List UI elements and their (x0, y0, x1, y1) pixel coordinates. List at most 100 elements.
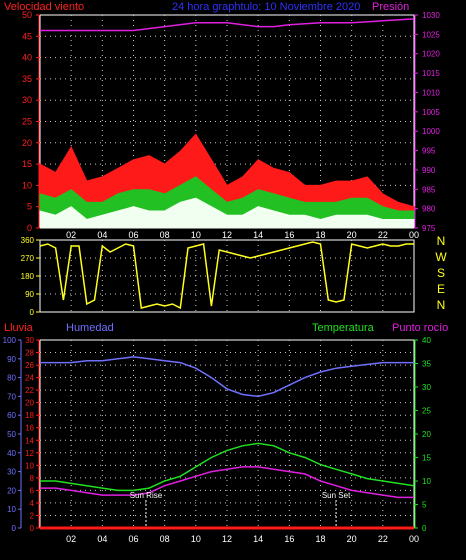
pressure-line (40, 18, 415, 32)
temperature-tick-label: 25 (422, 407, 431, 416)
humidity-tick-label: 100 (3, 336, 17, 345)
humidity-tick-label: 20 (7, 486, 16, 495)
x-tick-label: 22 (378, 230, 388, 240)
direction-tick-label: 0 (30, 308, 35, 317)
rain-tick-label: 10 (25, 461, 34, 470)
direction-grid (40, 240, 414, 312)
x-tick-label: 00 (409, 230, 419, 240)
pressure-tick-label: 1030 (422, 11, 440, 20)
x-tick-label: 10 (191, 534, 201, 544)
temperature-axis-ticks: 0 5 10 15 20 25 30 35 40 (414, 336, 431, 533)
compass-label: W (435, 250, 447, 264)
x-tick-label: 10 (191, 230, 201, 240)
pressure-tick-label: 1010 (422, 88, 440, 97)
direction-series (39, 241, 414, 310)
x-tick-label: 04 (97, 230, 107, 240)
x-tick-label: 14 (253, 534, 263, 544)
rain-tick-label: 0 (30, 524, 35, 533)
compass-label: N (437, 298, 446, 312)
rain-tick-label: 4 (30, 499, 35, 508)
rain-tick-label: 2 (30, 511, 35, 520)
temperature-tick-label: 40 (422, 336, 431, 345)
rain-tick-label: 12 (25, 449, 34, 458)
wind-tick-label: 25 (22, 117, 32, 127)
sunset-label: Sun Set (322, 491, 351, 500)
sunrise-label: Sun Rise (130, 491, 163, 500)
x-tick-label: 06 (128, 534, 138, 544)
humidity-temperature-panel (39, 339, 415, 529)
humidity-tick-label: 60 (7, 411, 16, 420)
humidity-tick-label: 10 (7, 505, 16, 514)
x-tick-label: 16 (284, 534, 294, 544)
rain-tick-label: 18 (25, 411, 34, 420)
wind-lull-area (39, 197, 415, 229)
direction-tick-label: 180 (21, 272, 35, 281)
wind-tick-label: 50 (22, 10, 32, 20)
rain-tick-label: 6 (30, 486, 35, 495)
temperature-tick-label: 10 (422, 477, 431, 486)
wind-series (39, 133, 415, 229)
wind-x-ticks: 02 04 06 08 10 12 14 16 18 20 22 00 (66, 230, 419, 240)
pressure-title: Presión (372, 1, 409, 13)
humidity-tick-label: 0 (12, 524, 17, 533)
direction-axis-ticks: 0 90 180 270 360 (21, 236, 40, 317)
pressure-axis-ticks: 975 980 985 990 995 1000 1005 1010 1015 1020 1025 1… (414, 11, 440, 233)
wind-tick-label: 40 (22, 53, 32, 63)
wind-tick-label: 0 (27, 223, 32, 233)
x-tick-label: 08 (160, 230, 170, 240)
wind-tick-label: 15 (22, 159, 32, 169)
dewpoint-line (40, 466, 414, 499)
wind-tick-label: 5 (27, 202, 32, 212)
pressure-tick-label: 1025 (422, 30, 440, 39)
pressure-tick-label: 980 (422, 205, 436, 214)
direction-line (39, 241, 414, 310)
x-tick-label: 18 (315, 534, 325, 544)
pressure-series (40, 18, 415, 32)
x-tick-label: 20 (347, 230, 357, 240)
temperature-tick-label: 35 (422, 360, 431, 369)
x-tick-label: 22 (378, 534, 388, 544)
temperature-tick-label: 5 (422, 501, 427, 510)
humidity-series (40, 356, 415, 530)
dewpoint-legend: Punto rocío (392, 322, 448, 334)
humidity-tick-label: 80 (7, 374, 16, 383)
x-tick-label: 06 (128, 230, 138, 240)
humidity-axis-ticks: 0 10 20 30 40 50 60 70 80 90 100 (3, 336, 22, 533)
x-tick-label: 20 (347, 534, 357, 544)
x-tick-label: 16 (284, 230, 294, 240)
wind-tick-label: 45 (22, 31, 32, 41)
x-tick-label: 00 (409, 534, 419, 544)
wind-tick-label: 20 (22, 138, 32, 148)
x-tick-label: 12 (222, 534, 232, 544)
x-tick-label: 14 (253, 230, 263, 240)
humidity-x-ticks: 02 04 06 08 10 12 14 16 18 20 22 00 (66, 534, 419, 544)
rain-tick-label: 20 (25, 399, 34, 408)
rain-legend: Lluvia (4, 322, 34, 334)
rain-tick-label: 14 (25, 436, 34, 445)
temperature-tick-label: 15 (422, 454, 431, 463)
rain-tick-label: 16 (25, 424, 34, 433)
humidity-tick-label: 40 (7, 449, 16, 458)
pressure-tick-label: 1020 (422, 50, 440, 59)
temperature-tick-label: 20 (422, 430, 431, 439)
x-tick-label: 08 (160, 534, 170, 544)
rain-tick-label: 24 (25, 374, 34, 383)
rain-tick-label: 28 (25, 349, 34, 358)
pressure-tick-label: 1000 (422, 127, 440, 136)
sun-markers: Sun Rise Sun Set (130, 491, 351, 528)
humidity-line (40, 356, 414, 398)
direction-tick-label: 270 (21, 254, 35, 263)
temperature-line (40, 442, 415, 492)
humidity-tick-label: 70 (7, 392, 16, 401)
compass-label: N (437, 234, 446, 248)
humidity-tick-label: 30 (7, 468, 16, 477)
pressure-tick-label: 975 (422, 224, 436, 233)
temperature-tick-label: 0 (422, 524, 427, 533)
compass-label: S (437, 266, 445, 280)
wind-axis-ticks: 0 5 10 15 20 25 30 35 40 45 50 (22, 10, 40, 233)
rain-tick-label: 22 (25, 386, 34, 395)
chart-title: 24 hora graphtulo: 10 Noviembre 2020 (172, 1, 360, 13)
